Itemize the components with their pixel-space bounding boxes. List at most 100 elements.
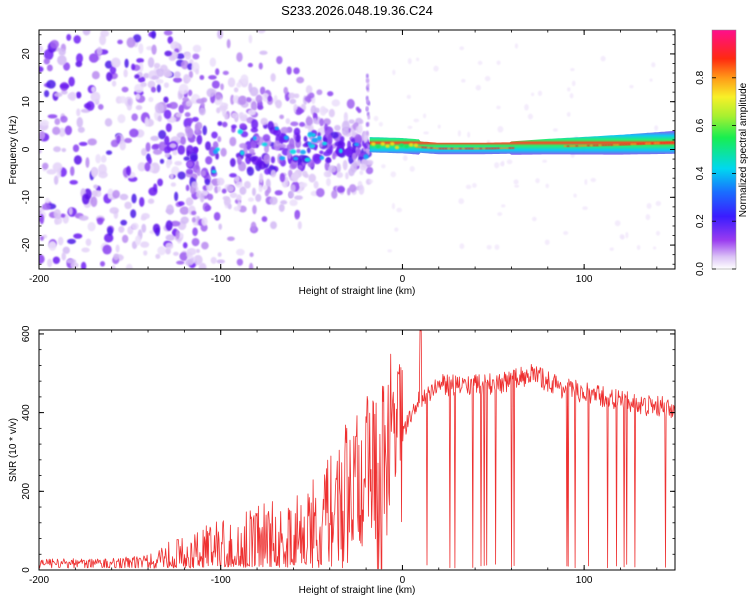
spectrogram-noise-blob bbox=[148, 96, 154, 103]
spectrogram-noise-blob bbox=[91, 190, 98, 197]
spectrogram-hotspot bbox=[211, 169, 217, 174]
spectrogram-transition-blob bbox=[306, 146, 311, 154]
spectrogram-hotspot bbox=[304, 157, 311, 163]
spectrogram-transition-blob bbox=[356, 159, 362, 166]
spectrogram-core bbox=[656, 142, 660, 144]
spectrogram-transition-blob bbox=[233, 206, 241, 212]
spectrogram-y-axis-label: Frequency (Hz) bbox=[8, 116, 19, 185]
spectrogram-noise-blob bbox=[159, 158, 165, 164]
spectrogram-transition-blob bbox=[236, 248, 245, 256]
spectrogram-transition-blob bbox=[192, 53, 200, 60]
spectrogram-faint-blob bbox=[459, 243, 465, 250]
spectrogram-noise-blob bbox=[93, 184, 99, 189]
spectrogram-noise-blob bbox=[147, 80, 156, 89]
spectrogram-faint-blob bbox=[651, 62, 656, 68]
spectrogram-noise-blob bbox=[172, 77, 183, 83]
spectrogram-transition-blob bbox=[215, 68, 220, 76]
spectrogram-noise-blob bbox=[119, 193, 129, 201]
spectrogram-noise-blob bbox=[180, 136, 186, 145]
spectrogram-noise-blob bbox=[85, 238, 92, 246]
spectrogram-faint-blob bbox=[391, 202, 395, 210]
colorbar: 0.0 0.2 0.4 0.6 0.8 Normalized spectral ampl… bbox=[695, 29, 749, 276]
spectrogram-spike-blob bbox=[365, 106, 369, 111]
spectrogram-transition-blob bbox=[234, 175, 240, 183]
spectrogram-transition-blob bbox=[246, 166, 255, 176]
spectrogram-noise-blob bbox=[163, 82, 170, 88]
spectrogram-transition-blob bbox=[250, 221, 257, 232]
spectrogram-transition-blob bbox=[293, 127, 301, 136]
spectrogram-core bbox=[488, 147, 492, 150]
spectrogram-faint-blob bbox=[497, 126, 504, 133]
spectrogram-core bbox=[618, 143, 623, 146]
spectrogram-core bbox=[575, 144, 579, 147]
spectrogram-transition-blob bbox=[211, 131, 218, 139]
spectrogram-hotspot bbox=[274, 126, 279, 131]
spectrogram-noise-blob bbox=[157, 178, 163, 187]
spectrogram-transition-blob bbox=[192, 116, 199, 122]
snr-axes: -200 -100 0 100 0 200 400 600 bbox=[21, 325, 675, 586]
spectrogram-noise-blob bbox=[152, 223, 161, 234]
spectrogram-noise-blob bbox=[52, 162, 63, 173]
spectrogram-transition-blob bbox=[214, 186, 219, 194]
spectrogram-noise-blob bbox=[140, 241, 150, 248]
spectrogram-noise-blob bbox=[59, 83, 70, 89]
spectrogram-transition-blob bbox=[290, 121, 299, 127]
spectrogram-noise-blob bbox=[76, 53, 83, 64]
spectrogram-hotspot bbox=[307, 131, 313, 136]
spectrogram-transition-blob bbox=[319, 118, 325, 127]
colorbar-tick-label: 0.8 bbox=[695, 70, 706, 84]
spectrogram-transition-blob bbox=[220, 83, 224, 91]
spectrogram-transition-blob bbox=[314, 107, 320, 114]
spectrogram-transition-blob bbox=[227, 77, 236, 88]
spectrogram-transition-blob bbox=[341, 120, 350, 131]
colorbar-tick-label: 0.6 bbox=[695, 118, 706, 132]
spectrogram-transition-blob bbox=[336, 186, 345, 193]
spectrogram-transition-blob bbox=[359, 170, 364, 176]
spectrogram-noise-blob bbox=[170, 41, 180, 50]
spectrogram-noise-blob bbox=[115, 244, 120, 253]
spectrogram-core bbox=[490, 147, 495, 150]
spectrogram-core bbox=[604, 144, 608, 147]
spectrogram-noise-blob bbox=[158, 130, 167, 140]
spectrogram-transition-blob bbox=[325, 157, 332, 164]
spectrogram-faint-blob bbox=[437, 124, 441, 129]
spectrogram-core bbox=[464, 147, 468, 150]
spectrogram-transition-blob bbox=[258, 184, 263, 193]
spectrogram-noise-blob bbox=[151, 75, 160, 80]
spectrogram-transition-blob bbox=[195, 68, 200, 75]
spectrogram-faint-blob bbox=[423, 131, 429, 135]
spectrogram-transition-blob bbox=[191, 181, 198, 189]
spectrogram-transition-blob bbox=[216, 107, 221, 114]
spectrogram-core bbox=[458, 147, 463, 150]
spectrogram-transition-blob bbox=[251, 119, 259, 130]
spectrogram-faint-blob bbox=[569, 93, 574, 99]
spectrogram-core bbox=[665, 141, 669, 144]
spectrogram-spike-blob bbox=[365, 78, 369, 83]
spectrogram-transition-blob bbox=[303, 135, 308, 142]
spectrogram-core bbox=[650, 142, 655, 145]
spectrogram-noise-blob bbox=[110, 57, 121, 68]
spectrogram-core bbox=[653, 142, 657, 145]
spectrogram-knot bbox=[413, 143, 419, 148]
spectrogram-spike-blob bbox=[365, 141, 369, 147]
spectrogram-noise-blob bbox=[123, 69, 128, 78]
spectrogram-noise-blob bbox=[90, 196, 98, 208]
spectrogram-noise-blob bbox=[41, 203, 51, 211]
spectrogram-noise-blob bbox=[171, 166, 180, 177]
spectrogram-transition-blob bbox=[247, 109, 257, 116]
spectrogram-noise-blob bbox=[91, 166, 97, 178]
spectrogram-noise-blob bbox=[143, 250, 148, 256]
spectrogram-faint-blob bbox=[655, 200, 661, 207]
spectrogram-core bbox=[493, 147, 498, 150]
spectrogram-core bbox=[485, 147, 489, 150]
spectrogram-noise-blob bbox=[169, 101, 178, 110]
spectrogram-transition-blob bbox=[257, 105, 264, 110]
spectrogram-noise-blob bbox=[141, 148, 148, 156]
spectrogram-transition-blob bbox=[249, 252, 254, 258]
spectrogram-transition-blob bbox=[217, 30, 224, 40]
spectrogram-noise-blob bbox=[169, 143, 177, 149]
spectrogram-transition-blob bbox=[334, 141, 343, 147]
spectrogram-noise-blob bbox=[174, 191, 179, 202]
